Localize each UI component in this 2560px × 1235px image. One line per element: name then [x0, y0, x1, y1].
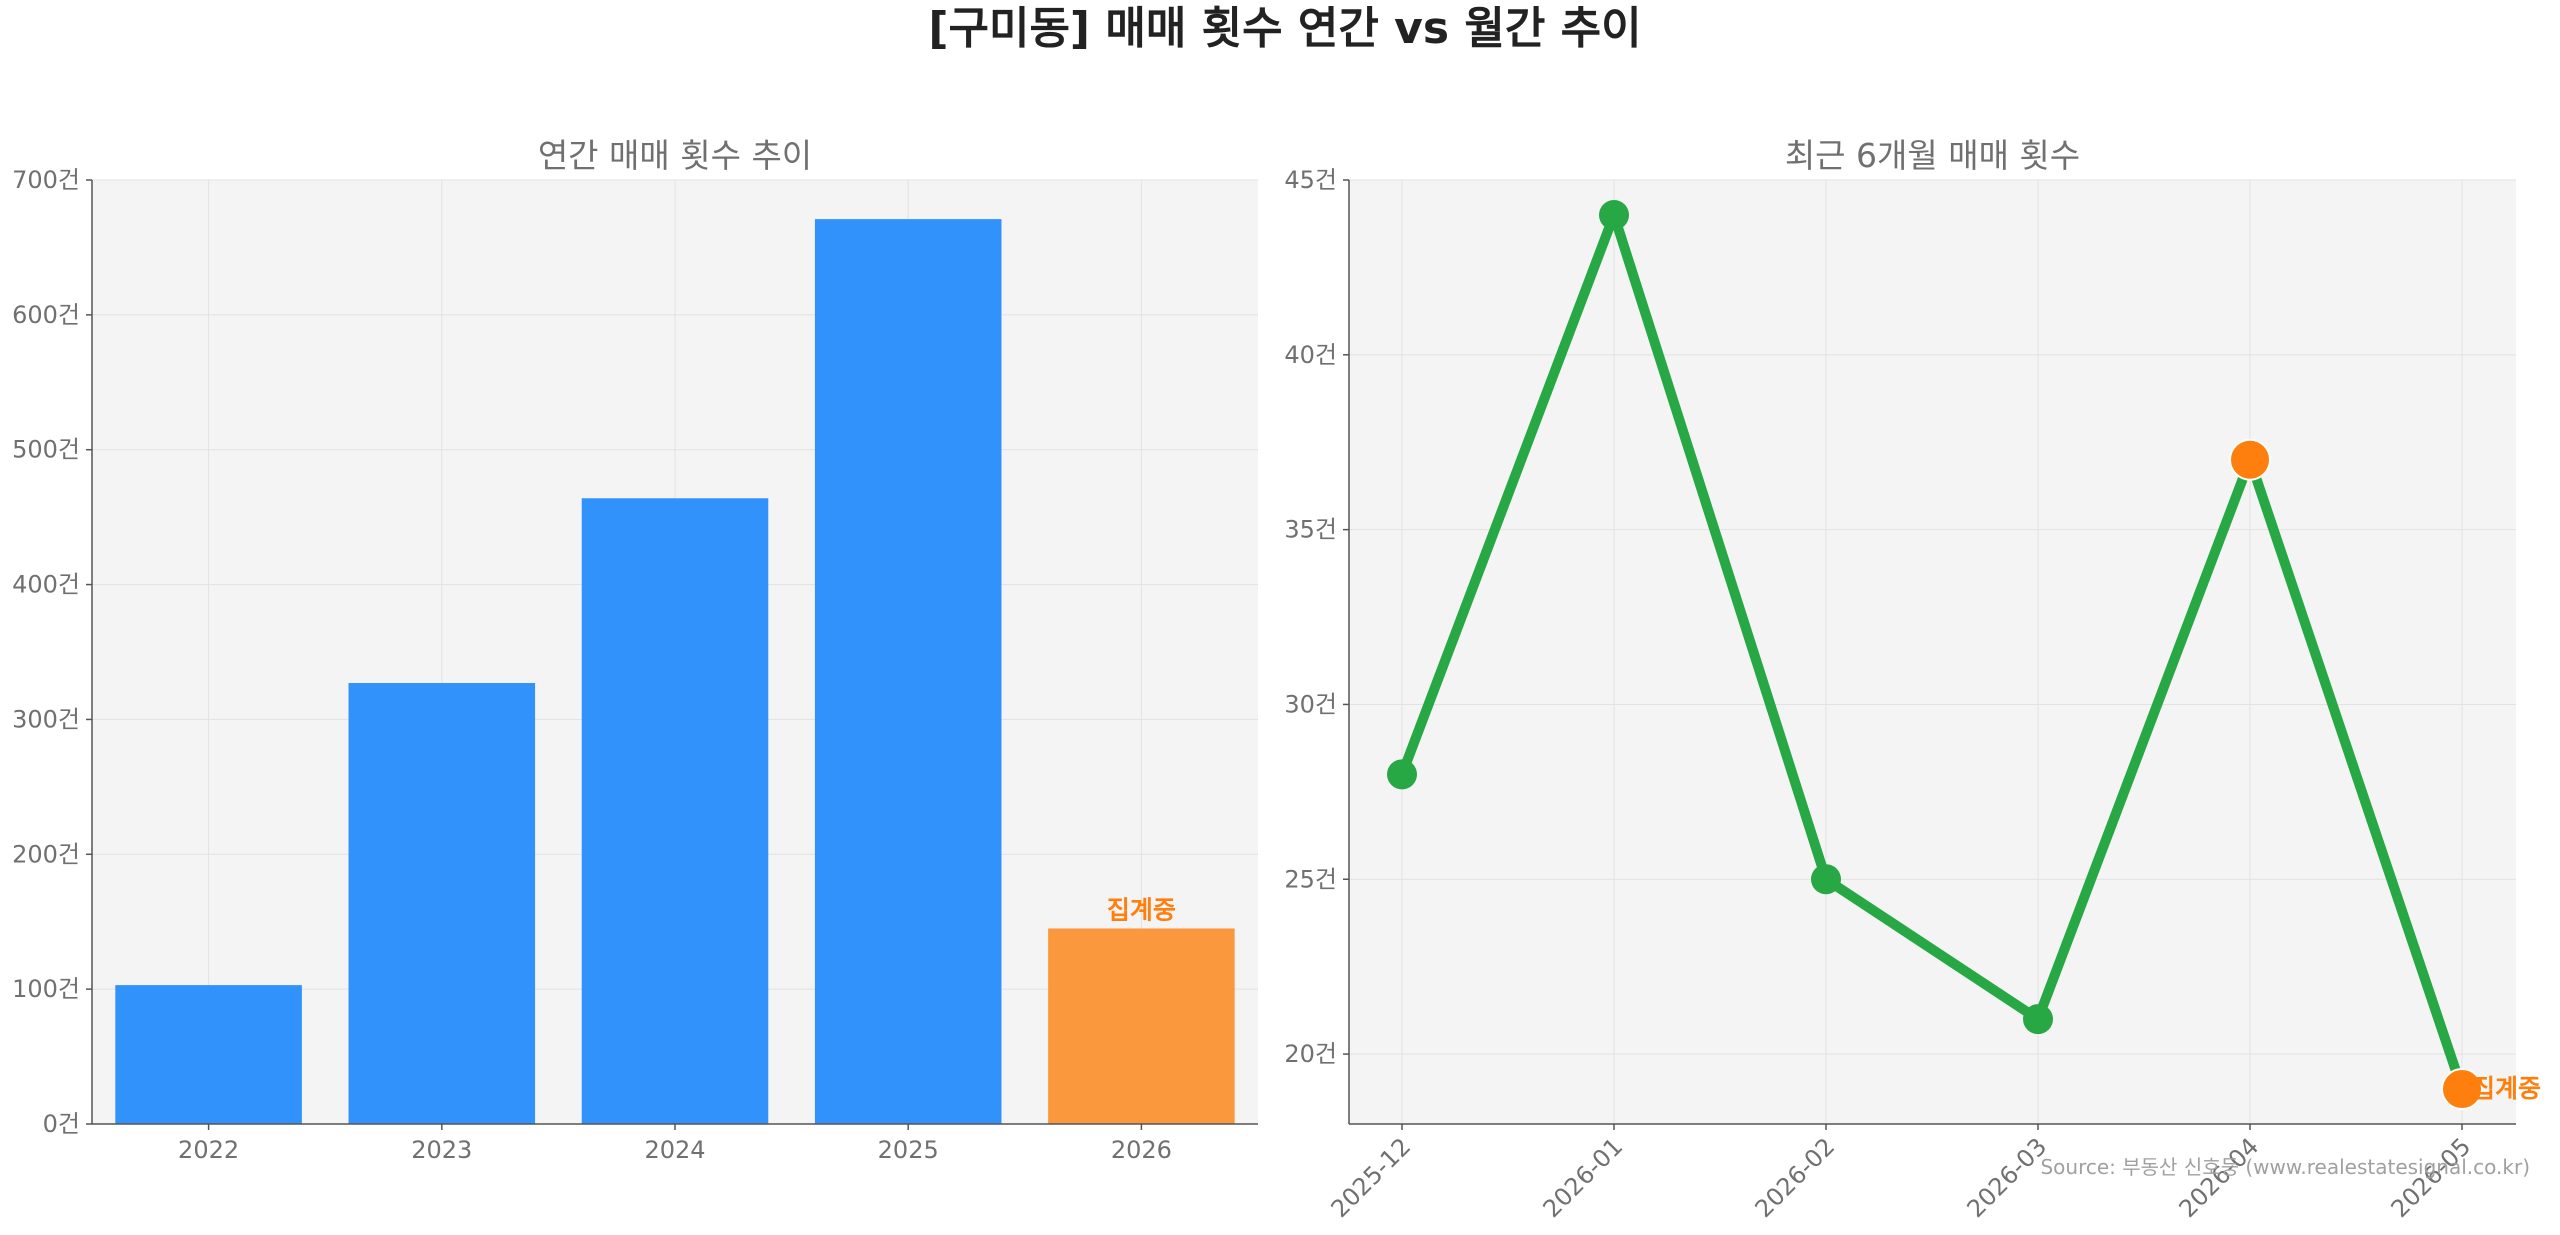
monthly-point-2026-05	[2441, 1068, 2483, 1111]
monthly-point-2026-03	[2023, 1004, 2053, 1035]
annual-bar-2025	[814, 219, 1002, 1124]
monthly-point-2025-12	[1387, 759, 1417, 790]
annual-bars	[115, 219, 1235, 1125]
annual-x-tick-label: 2023	[411, 1136, 472, 1164]
monthly-x-tick-label: 2026-02	[1750, 1132, 1841, 1223]
annual-y-tick-label: 700건	[12, 166, 80, 194]
annual-incomplete-annotation: 집계중	[1107, 895, 1176, 924]
monthly-y-tick-label: 45건	[1284, 166, 1337, 194]
annual-y-tick-label: 400건	[12, 571, 80, 599]
annual-bar-2023	[348, 683, 536, 1124]
monthly-gridlines	[1349, 179, 2516, 1124]
annual-y-tick-label: 300건	[12, 705, 80, 733]
monthly-x-tick-label: 2026-01	[1538, 1132, 1629, 1223]
monthly-incomplete-annotation: 집계중	[2472, 1074, 2541, 1103]
annual-bar-2022	[115, 985, 302, 1124]
annual-x-tick-label: 2026	[1111, 1136, 1172, 1164]
annual-x-tick-label: 2025	[878, 1136, 939, 1164]
annual-bar-panel: 0건 100건 200건 300건 400건 500건 600건 700건 2022 2023 20…	[12, 136, 1258, 1164]
monthly-point-2026-02	[1811, 864, 1841, 895]
monthly-plot-background	[1349, 180, 2516, 1124]
annual-chart-title: 연간 매매 횟수 추이	[538, 136, 812, 175]
annual-x-tick-label: 2022	[178, 1136, 239, 1164]
annual-y-tick-label: 500건	[12, 436, 80, 464]
annual-tick-labels: 0건 100건 200건 300건 400건 500건 600건 700건 2022 2023 20…	[12, 166, 1172, 1164]
figure-title: [구미동] 매매 횟수 연간 vs 월간 추이	[928, 3, 1641, 54]
monthly-y-tick-label: 30건	[1284, 690, 1337, 718]
monthly-x-tick-label: 2025-12	[1326, 1132, 1417, 1223]
monthly-point-2026-01	[1599, 199, 1629, 230]
monthly-x-tick-label: 2026-03	[1962, 1132, 2053, 1223]
annual-y-tick-label: 600건	[12, 301, 80, 329]
monthly-axes	[1343, 179, 2516, 1130]
annual-bar-2026	[1048, 928, 1235, 1124]
annual-y-tick-label: 100건	[12, 975, 80, 1003]
annual-axes	[86, 179, 1258, 1130]
annual-bar-2024	[581, 498, 769, 1125]
monthly-chart-title: 최근 6개월 매매 횟수	[1785, 136, 2080, 175]
monthly-y-tick-label: 35건	[1284, 516, 1337, 544]
monthly-point-2026-04	[2229, 438, 2271, 481]
monthly-y-tick-label: 20건	[1284, 1040, 1337, 1068]
source-credit: Source: 부동산 신호등 (www.realestatesignal.co…	[2040, 1155, 2530, 1179]
monthly-y-tick-label: 40건	[1284, 341, 1337, 369]
annual-x-tick-label: 2024	[644, 1136, 705, 1164]
monthly-series-line	[1397, 199, 2467, 1095]
monthly-y-tick-label: 25건	[1284, 865, 1337, 893]
annual-y-tick-label: 0건	[43, 1110, 80, 1138]
monthly-series	[1387, 199, 2483, 1111]
monthly-line-panel: 20건 25건 30건 35건 40건 45건 2025-12 2026-01 2026-02 2…	[1284, 136, 2541, 1223]
annual-y-tick-label: 200건	[12, 840, 80, 868]
